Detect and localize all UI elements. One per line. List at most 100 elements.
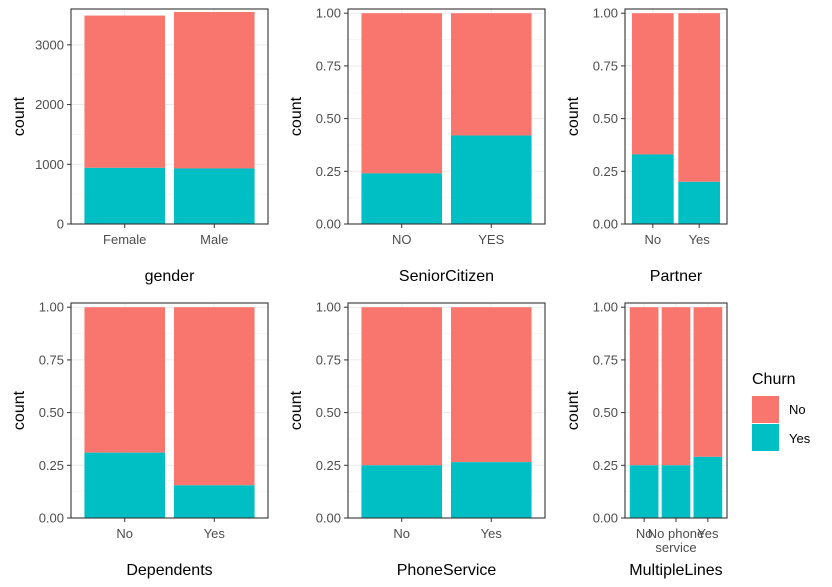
- y-tick-label: 0.25: [39, 458, 64, 473]
- y-tick-label: 0.00: [316, 217, 341, 232]
- y-axis-title: count: [11, 390, 28, 430]
- y-tick-label: 0: [57, 217, 64, 232]
- bar-no-0: [631, 13, 674, 155]
- panel-border: [624, 8, 728, 225]
- x-tick-label: No: [645, 232, 662, 247]
- y-axis-title: count: [288, 390, 305, 430]
- y-tick-label: 0.75: [593, 352, 618, 367]
- y-tick-label: 0.00: [39, 511, 64, 526]
- bar-yes-0: [361, 465, 443, 518]
- bar-yes-0: [631, 154, 674, 224]
- y-tick-label: 0.50: [39, 405, 64, 420]
- panel-dependents: 0.00 0.25 0.50 0.75 1.00 No Yes Dependents count: [11, 300, 269, 579]
- bar-yes-0: [84, 452, 166, 518]
- bar-yes-1: [173, 485, 255, 518]
- legend-label-yes: Yes: [789, 431, 811, 446]
- y-axis-title: count: [565, 96, 582, 136]
- y-tick-label: 0.75: [593, 58, 618, 73]
- legend-key-no: [752, 396, 779, 423]
- bar-no-1: [678, 13, 721, 182]
- x-tick-label: Yes: [481, 526, 503, 541]
- y-tick-label: 1.00: [39, 300, 64, 315]
- legend-label-no: No: [789, 402, 806, 417]
- y-axis-title: count: [288, 96, 305, 136]
- y-tick-label: 1.00: [316, 6, 341, 21]
- y-tick-label: 0.50: [593, 111, 618, 126]
- panel-phoneservice: 0.00 0.25 0.50 0.75 1.00 No Yes PhoneService cou…: [288, 300, 546, 579]
- bar-no-1: [173, 11, 255, 169]
- y-tick-label: 0.00: [593, 511, 618, 526]
- bar-no-1: [661, 307, 691, 466]
- y-tick-label: 3000: [35, 37, 64, 52]
- bar-yes-1: [678, 181, 721, 224]
- y-tick-label: 0.75: [316, 58, 341, 73]
- y-tick-label: 0.00: [593, 217, 618, 232]
- x-axis-title: gender: [145, 268, 195, 285]
- x-tick-label: No: [636, 526, 653, 541]
- x-tick-label: No phone: [648, 526, 704, 541]
- bar-yes-1: [450, 462, 532, 518]
- y-tick-label: 0.75: [39, 352, 64, 367]
- legend-key-yes: [752, 424, 779, 451]
- bar-yes-0: [629, 465, 659, 518]
- x-tick-label: service: [655, 540, 696, 555]
- bar-no-0: [84, 307, 166, 453]
- y-tick-label: 1000: [35, 157, 64, 172]
- panel-gender: 0 1000 2000 3000 Female Male gender count: [11, 8, 269, 285]
- x-tick-label: Yes: [697, 526, 719, 541]
- y-tick-label: 0.25: [593, 458, 618, 473]
- panel-partner: 0.00 0.25 0.50 0.75 1.00 No Yes Partner count: [565, 6, 728, 285]
- x-tick-label: Male: [200, 232, 228, 247]
- bar-yes-1: [173, 168, 255, 224]
- bar-no-0: [361, 307, 443, 466]
- panel-border: [347, 302, 546, 519]
- x-tick-label: NO: [392, 232, 412, 247]
- panel-border: [347, 8, 546, 225]
- panel-seniorcitizen: 0.00 0.25 0.50 0.75 1.00 NO YES SeniorCitizen co…: [288, 6, 546, 285]
- panel-border: [70, 302, 269, 519]
- y-tick-label: 0.50: [316, 111, 341, 126]
- x-tick-label: YES: [478, 232, 504, 247]
- panel-border: [70, 8, 269, 225]
- bar-no-0: [84, 15, 166, 168]
- y-tick-label: 1.00: [593, 6, 618, 21]
- y-tick-label: 0.25: [316, 164, 341, 179]
- y-tick-label: 0.75: [316, 352, 341, 367]
- bar-no-1: [450, 307, 532, 463]
- legend-title: Churn: [752, 371, 796, 388]
- bar-no-0: [361, 13, 443, 174]
- bar-yes-1: [661, 465, 691, 518]
- x-axis-title: SeniorCitizen: [399, 268, 494, 285]
- x-axis-title: PhoneService: [397, 562, 497, 579]
- y-axis-title: count: [565, 390, 582, 430]
- y-tick-label: 1.00: [316, 300, 341, 315]
- bar-yes-2: [693, 456, 723, 518]
- y-axis-title: count: [11, 96, 28, 136]
- y-tick-label: 0.25: [316, 458, 341, 473]
- x-tick-label: No: [393, 526, 410, 541]
- y-tick-label: 0.25: [593, 164, 618, 179]
- x-axis-title: MultipleLines: [629, 562, 722, 579]
- y-tick-label: 2000: [35, 97, 64, 112]
- x-tick-label: No: [116, 526, 133, 541]
- bar-no-2: [693, 307, 723, 457]
- bar-no-0: [629, 307, 659, 466]
- x-axis-title: Dependents: [126, 562, 212, 579]
- y-tick-label: 0.50: [593, 405, 618, 420]
- x-axis-title: Partner: [650, 268, 703, 285]
- x-tick-label: Yes: [204, 526, 226, 541]
- bar-yes-0: [84, 167, 166, 224]
- bar-yes-0: [361, 173, 443, 224]
- y-tick-label: 0.00: [316, 511, 341, 526]
- bar-no-1: [450, 13, 532, 136]
- y-tick-label: 0.50: [316, 405, 341, 420]
- bar-yes-1: [450, 135, 532, 224]
- y-tick-label: 1.00: [593, 300, 618, 315]
- legend: Churn No Yes: [752, 371, 811, 451]
- bar-no-1: [173, 307, 255, 486]
- x-tick-label: Yes: [689, 232, 711, 247]
- x-tick-label: Female: [103, 232, 146, 247]
